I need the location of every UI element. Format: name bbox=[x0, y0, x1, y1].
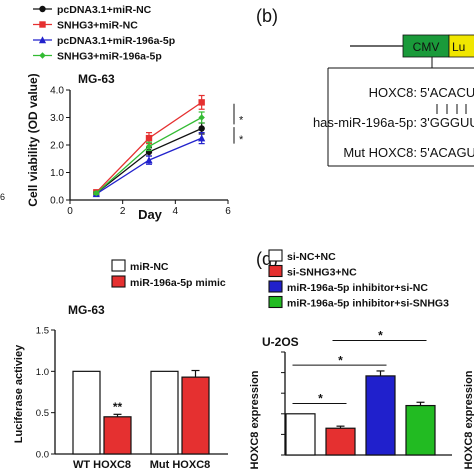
panel-c-category-label: Mut HOXC8 bbox=[150, 459, 211, 471]
panel-a-y-tick-label: 2.0 bbox=[50, 141, 64, 152]
panel-a-y-tick-label: 0.0 bbox=[50, 196, 64, 207]
panel-a-axes: 0.0 1.0 2.0 3.0 4.0 0 2 4 6 bbox=[50, 86, 231, 218]
panel-a-y-tick-label: 4.0 bbox=[50, 86, 64, 97]
panel-a-legend-marker bbox=[38, 36, 47, 44]
panel-c-y-tick-label: 0.5 bbox=[36, 408, 49, 419]
panel-d-title: U-2OS bbox=[262, 335, 299, 349]
panel-a-point bbox=[93, 189, 100, 197]
panel-a-series: ** bbox=[92, 94, 244, 198]
panel-a-y-tick-label: 1.0 bbox=[50, 168, 64, 179]
panel-a-legend-label: pcDNA3.1+miR-196a-5p bbox=[57, 35, 175, 47]
panel-c-legend-swatch bbox=[111, 275, 126, 288]
panel-a-legend-marker bbox=[39, 21, 46, 28]
panel-c-bar bbox=[103, 416, 132, 455]
panel-d-bar bbox=[325, 427, 356, 456]
panel-a-x-tick-label: 4 bbox=[173, 206, 179, 217]
seq-row-2-name: Mut HOXC8: bbox=[343, 145, 417, 160]
panel-d-bar bbox=[405, 404, 436, 456]
panel-d-legend-swatch bbox=[268, 295, 283, 309]
panel-d-legend-label: si-SNHG3+NC bbox=[287, 267, 357, 279]
panel-d-bars: * * * bbox=[285, 329, 436, 456]
panel-c-y-tick-label: 0.0 bbox=[36, 450, 49, 461]
seq-row-0-seq: 5'ACACU C bbox=[420, 85, 474, 100]
panel-b-label: (b) bbox=[256, 6, 278, 26]
panel-a-significance-mark: * bbox=[239, 115, 244, 127]
panel-c-bar bbox=[150, 370, 179, 455]
panel-a-title: MG-63 bbox=[78, 72, 115, 86]
panel-d-significance-mark: * bbox=[338, 353, 343, 367]
cmv-label: CMV bbox=[413, 40, 440, 54]
panel-a-legend-label: SNHG3+miR-NC bbox=[57, 20, 138, 32]
panel-d-legend-swatch bbox=[268, 264, 283, 278]
panel-a-line-chart: pcDNA3.1+miR-NC SNHG3+miR-NC pcDNA3.1+miR-… bbox=[26, 4, 244, 222]
panel-d-legend-swatch bbox=[268, 280, 283, 293]
panel-d-legend-label: miR-196a-5p inhibitor+si-NC bbox=[287, 282, 428, 294]
panel-c-legend: miR-NC miR-196a-5p mimic bbox=[111, 259, 226, 289]
right-edge-fragment: HOXC8 expression bbox=[463, 370, 474, 469]
panel-d-y-axis-label: HOXC8 expression bbox=[249, 370, 261, 469]
panel-a-x-tick-label: 6 bbox=[225, 206, 231, 217]
panel-a-y-axis-label: Cell viability (OD value) bbox=[26, 73, 40, 206]
panel-a-point bbox=[145, 134, 153, 142]
panel-d-legend: si-NC+NC si-SNHG3+NC miR-196a-5p inhibitor… bbox=[268, 249, 449, 310]
panel-c-category-label: WT HOXC8 bbox=[73, 459, 131, 471]
panel-d-significance-mark: * bbox=[318, 392, 323, 406]
panel-c-y-tick-label: 1.0 bbox=[36, 367, 49, 378]
panel-c-y-axis-label: Luciferase activiey bbox=[13, 344, 25, 443]
panel-d-legend-swatch bbox=[268, 249, 283, 262]
seq-row-1-name: has-miR-196a-5p: bbox=[313, 115, 417, 130]
panel-a-point bbox=[198, 99, 205, 106]
panel-c-bar bbox=[72, 370, 101, 455]
panel-a-legend-marker bbox=[39, 5, 46, 13]
panel-c-bars: WT HOXC8 Mut HOXC8 ** bbox=[72, 369, 211, 471]
panel-d-bar bbox=[285, 413, 316, 456]
panel-a-point bbox=[145, 156, 153, 164]
panel-a-y-tick-label: 3.0 bbox=[50, 113, 64, 124]
panel-a-legend-marker bbox=[39, 52, 46, 59]
panel-a-point bbox=[198, 134, 206, 142]
panel-c-bar bbox=[181, 376, 210, 455]
panel-a-x-tick-label: 0 bbox=[67, 206, 73, 217]
panel-c-legend-swatch bbox=[111, 259, 126, 272]
panel-a-point bbox=[145, 143, 153, 150]
panel-c-bar-chart: miR-NC miR-196a-5p mimic MG-63 0.0 0.5 1.0 1… bbox=[13, 259, 228, 471]
panel-a-legend-label: SNHG3+miR-196a-5p bbox=[57, 51, 162, 63]
panel-a-legend-label: pcDNA3.1+miR-NC bbox=[57, 4, 152, 16]
panel-a-point bbox=[198, 125, 205, 132]
panel-a-point bbox=[198, 114, 205, 121]
panel-c-legend-label: miR-NC bbox=[130, 261, 169, 273]
luciferase-label: Lu bbox=[452, 40, 465, 54]
left-edge-fragment: 6 bbox=[0, 192, 5, 202]
panel-d-legend-label: miR-196a-5p inhibitor+si-SNHG3 bbox=[287, 298, 449, 310]
panel-c-significance-mark: ** bbox=[113, 400, 123, 414]
seq-row-2-seq: 5'ACAGU C bbox=[420, 145, 474, 160]
panel-d-legend-label: si-NC+NC bbox=[287, 251, 336, 263]
panel-b-diagram: (b) CMV Lu HOXC8: 5'ACACU C has-miR-196a… bbox=[256, 6, 474, 167]
seq-row-1-seq: 3'GGGUU bbox=[420, 115, 474, 130]
seq-row-0-name: HOXC8: bbox=[369, 85, 417, 100]
panel-a-x-tick-label: 2 bbox=[120, 206, 126, 217]
luciferase-box bbox=[448, 34, 474, 58]
panel-a-significance-mark: * bbox=[239, 134, 244, 146]
panel-d-significance-mark: * bbox=[378, 329, 383, 343]
panel-c-y-tick-label: 1.5 bbox=[36, 326, 49, 337]
panel-d-bar bbox=[365, 375, 396, 456]
base-pair-lines bbox=[436, 104, 467, 114]
panel-c-legend-label: miR-196a-5p mimic bbox=[130, 277, 226, 289]
panel-a-legend: pcDNA3.1+miR-NC SNHG3+miR-NC pcDNA3.1+miR-… bbox=[33, 4, 175, 63]
panel-c-title: MG-63 bbox=[68, 303, 105, 317]
panel-a-x-axis-label: Day bbox=[138, 207, 163, 222]
